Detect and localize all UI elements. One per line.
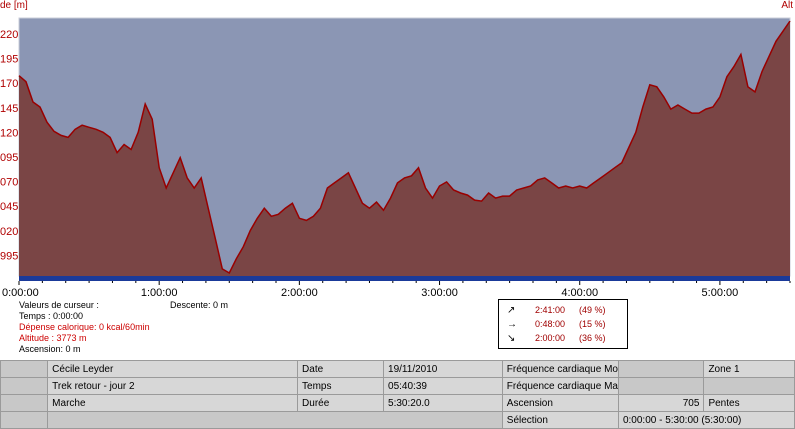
elevation-area bbox=[19, 21, 790, 276]
y-tick-label: 995 bbox=[0, 250, 18, 262]
cursor-time: Temps : 0:00:00 bbox=[19, 311, 84, 321]
table-row: Cécile Leyder Date 19/11/2010 Fréquence … bbox=[0, 360, 795, 378]
slope-row-down: ↘ 2:00:00 (36 %) bbox=[499, 333, 627, 347]
y-tick-label: 120 bbox=[0, 127, 18, 139]
y-axis-ticks: 220 195 170 145 120 095 070 045 020 995 bbox=[0, 29, 18, 262]
y-tick-label: 020 bbox=[0, 226, 18, 238]
slope-percent: (36 %) bbox=[579, 333, 606, 343]
table-cell bbox=[0, 360, 49, 378]
table-row: Marche Durée 5:30:20.0 Ascension 705 Pen… bbox=[0, 394, 795, 412]
zone-label[interactable]: Zone 1 bbox=[703, 360, 795, 378]
x-tick-label: 2:00:00 bbox=[281, 287, 318, 299]
arrow-right-icon: → bbox=[507, 319, 517, 330]
ascension-label: Ascension bbox=[501, 394, 619, 412]
temps-label: Temps bbox=[297, 377, 385, 395]
table-cell bbox=[0, 411, 49, 429]
fc-value-2 bbox=[617, 377, 705, 395]
y-axis-label-left: de [m] bbox=[0, 0, 28, 11]
y-tick-label: 095 bbox=[0, 152, 18, 164]
elevation-chart[interactable]: 220 195 170 145 120 095 070 045 020 995 0:00:00 1:… bbox=[0, 0, 795, 300]
table-row: Sélection 0:00:00 - 5:30:00 (5:30:00) bbox=[0, 411, 795, 429]
cursor-title: Valeurs de curseur : bbox=[19, 300, 99, 310]
arrow-up-right-icon: ↗ bbox=[507, 305, 516, 316]
date-value[interactable]: 19/11/2010 bbox=[383, 360, 503, 378]
athlete-name[interactable]: Cécile Leyder bbox=[47, 360, 299, 378]
cursor-altitude: Altitude : 3773 m bbox=[19, 333, 87, 343]
date-label: Date bbox=[297, 360, 385, 378]
x-tick-label: 0:00:00 bbox=[2, 287, 39, 299]
elevation-line bbox=[18, 20, 791, 275]
chart-baseline-bar bbox=[19, 276, 790, 281]
slope-summary-box: ↗ 2:41:00 (49 %) → 0:48:00 (15 %) ↘ 2:00… bbox=[498, 299, 628, 349]
slope-row-up: ↗ 2:41:00 (49 %) bbox=[499, 305, 627, 319]
x-axis-ticks: 0:00:00 1:00:00 2:00:00 3:00:00 4:00:00 5:00:… bbox=[2, 281, 791, 299]
slope-time: 2:41:00 bbox=[535, 305, 566, 315]
x-tick-label: 4:00:00 bbox=[561, 287, 598, 299]
selection-label: Sélection bbox=[501, 411, 619, 429]
fc-label-2: Fréquence cardiaque Ma bbox=[501, 377, 619, 395]
duree-value[interactable]: 5:30:20.0 bbox=[383, 394, 503, 412]
table-row: Trek retour - jour 2 Temps 05:40:39 Fréq… bbox=[0, 377, 795, 395]
y-tick-label: 145 bbox=[0, 103, 18, 115]
table-cell bbox=[703, 377, 795, 395]
slope-row-flat: → 0:48:00 (15 %) bbox=[499, 319, 627, 333]
slope-percent: (49 %) bbox=[579, 305, 606, 315]
selection-value[interactable]: 0:00:00 - 5:30:00 (5:30:00) bbox=[617, 411, 795, 429]
duree-label: Durée bbox=[297, 394, 385, 412]
table-cell bbox=[0, 377, 49, 395]
y-tick-label: 070 bbox=[0, 177, 18, 189]
x-tick-label: 3:00:00 bbox=[421, 287, 458, 299]
pentes-label[interactable]: Pentes bbox=[703, 394, 795, 412]
slope-time: 0:48:00 bbox=[535, 319, 566, 329]
y-tick-label: 170 bbox=[0, 78, 18, 90]
slope-time: 2:00:00 bbox=[535, 333, 566, 343]
trip-name[interactable]: Trek retour - jour 2 bbox=[47, 377, 299, 395]
fc-value-1 bbox=[617, 360, 705, 378]
cursor-calorie: Dépense calorique: 0 kcal/60min bbox=[19, 322, 150, 332]
temps-value[interactable]: 05:40:39 bbox=[383, 377, 503, 395]
fc-label-1: Fréquence cardiaque Mo bbox=[501, 360, 619, 378]
y-axis-label-right: Alt bbox=[781, 0, 793, 11]
table-cell bbox=[0, 394, 49, 412]
x-tick-label: 1:00:00 bbox=[141, 287, 178, 299]
y-tick-label: 220 bbox=[0, 29, 18, 41]
table-cell bbox=[47, 411, 503, 429]
cursor-descente: Descente: 0 m bbox=[170, 300, 229, 310]
slope-percent: (15 %) bbox=[579, 319, 606, 329]
y-tick-label: 045 bbox=[0, 201, 18, 213]
activity-type[interactable]: Marche bbox=[47, 394, 299, 412]
y-tick-label: 195 bbox=[0, 54, 18, 66]
x-tick-label: 5:00:00 bbox=[702, 287, 739, 299]
session-info-table: Cécile Leyder Date 19/11/2010 Fréquence … bbox=[0, 360, 795, 429]
cursor-values-panel: Valeurs de curseur : Temps : 0:00:00 Dép… bbox=[19, 300, 150, 355]
ascension-value[interactable]: 705 bbox=[617, 394, 705, 412]
cursor-ascension: Ascension: 0 m bbox=[19, 344, 81, 354]
arrow-down-right-icon: ↘ bbox=[507, 333, 516, 344]
